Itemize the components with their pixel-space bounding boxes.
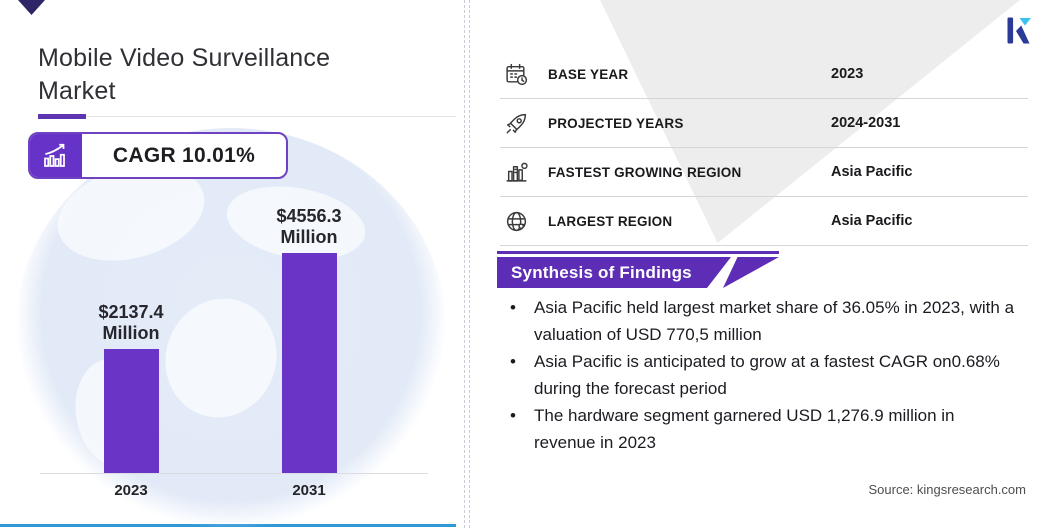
globe-icon xyxy=(504,208,530,234)
growth-chart-icon xyxy=(30,134,82,177)
bar-value-label: $2137.4 Million xyxy=(98,302,163,344)
bar-value-amount: $4556.3 xyxy=(276,206,342,226)
x-axis-label-2031: 2031 xyxy=(292,482,326,499)
cagr-value: CAGR 10.01% xyxy=(112,143,256,167)
banner-tip-decoration xyxy=(723,257,779,288)
fact-label: PROJECTED YEARS xyxy=(548,115,684,131)
findings-list: • Asia Pacific held largest market share… xyxy=(504,294,1020,456)
bar-group-2023: $2137.4 Million xyxy=(66,302,196,473)
title-rule xyxy=(38,116,456,117)
fact-row-base-year: BASE YEAR 2023 xyxy=(500,50,1028,99)
fact-value: 2023 xyxy=(831,66,864,82)
fact-row-fastest-growing-region: FASTEST GROWING REGION Asia Pacific xyxy=(500,148,1028,197)
title-rule-accent xyxy=(38,114,86,119)
finding-item: • Asia Pacific is anticipated to grow at… xyxy=(510,352,1000,398)
fact-value: 2024-2031 xyxy=(831,115,901,131)
x-axis-label-2023: 2023 xyxy=(114,482,148,499)
fact-label: LARGEST REGION xyxy=(548,213,673,229)
rocket-icon xyxy=(504,110,530,136)
bar-group-2031: $4556.3 Million xyxy=(244,206,374,473)
fact-value: Asia Pacific xyxy=(831,164,913,180)
calendar-icon xyxy=(504,61,530,87)
bar-value-label: $4556.3 Million xyxy=(276,206,341,248)
fact-value: Asia Pacific xyxy=(831,213,913,229)
source-attribution: Source: kingsresearch.com xyxy=(868,482,1026,497)
bar-2031 xyxy=(281,253,337,473)
bar-value-unit: Million xyxy=(280,227,338,247)
kings-research-logo xyxy=(1006,15,1033,46)
right-panel: BASE YEAR 2023 PROJECTED YEARS 2024-2031 xyxy=(470,0,1056,528)
panel-divider-dashed xyxy=(464,0,470,528)
fact-label: BASE YEAR xyxy=(548,66,629,82)
synthesis-title: Synthesis of Findings xyxy=(511,262,692,282)
bar-value-unit: Million xyxy=(102,323,160,343)
bar-2023 xyxy=(103,349,159,473)
synthesis-banner: Synthesis of Findings xyxy=(497,251,779,288)
cagr-badge: CAGR 10.01% xyxy=(28,132,288,179)
fact-row-projected-years: PROJECTED YEARS 2024-2031 xyxy=(500,99,1028,148)
finding-item: • Asia Pacific held largest market share… xyxy=(510,298,1015,344)
key-facts-table: BASE YEAR 2023 PROJECTED YEARS 2024-2031 xyxy=(500,50,1028,246)
finding-item: • The hardware segment garnered USD 1,27… xyxy=(510,406,955,452)
growth-region-icon xyxy=(504,159,530,185)
fact-label: FASTEST GROWING REGION xyxy=(548,164,742,180)
left-panel: Mobile Video Surveillance Market CAGR 10… xyxy=(0,0,464,528)
page-title: Mobile Video Surveillance Market xyxy=(38,44,331,105)
fact-row-largest-region: LARGEST REGION Asia Pacific xyxy=(500,197,1028,246)
bar-value-amount: $2137.4 xyxy=(98,302,164,322)
chart-baseline xyxy=(40,473,428,474)
globe-background xyxy=(16,128,446,528)
